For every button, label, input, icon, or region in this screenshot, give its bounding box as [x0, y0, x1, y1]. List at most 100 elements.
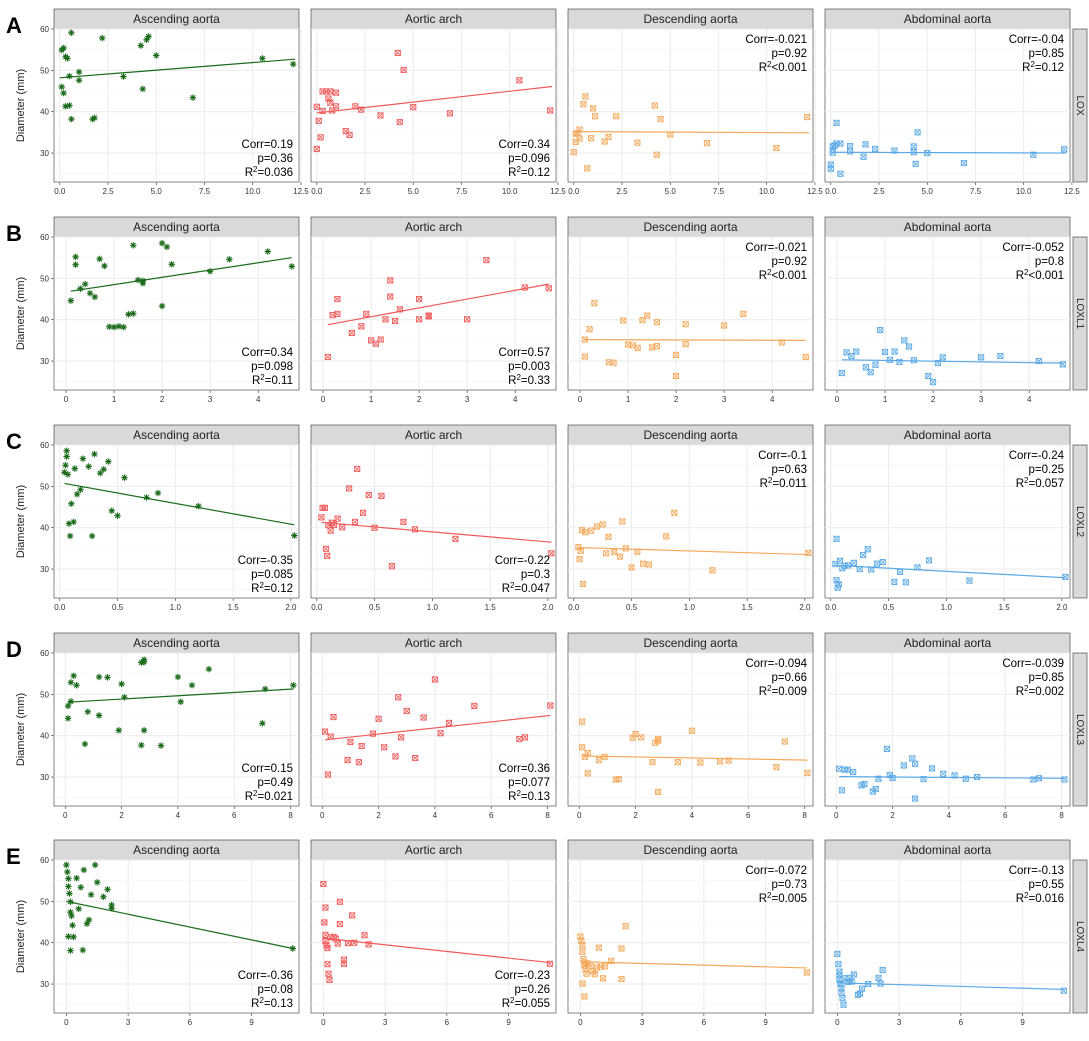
y-tick-label: 30 — [40, 773, 49, 782]
y-axis-label: Diameter (mm) — [15, 69, 27, 142]
x-tick-label: 0 — [835, 1018, 840, 1027]
x-tick-label: 2.0 — [285, 603, 297, 612]
y-tick-label: 40 — [40, 316, 49, 325]
data-point — [195, 503, 201, 509]
x-tick-label: 2.5 — [102, 187, 114, 196]
stat-label: p=0.085 — [251, 569, 293, 581]
data-point — [189, 682, 195, 688]
data-point — [101, 263, 107, 269]
stat-label: R2=0.11 — [252, 373, 293, 388]
x-tick-label: 1 — [883, 395, 888, 404]
data-point — [82, 281, 88, 287]
x-tick-label: 0.5 — [112, 603, 124, 612]
x-tick-label: 2 — [633, 811, 638, 820]
stat-label: p=0.55 — [1029, 879, 1065, 891]
x-tick-label: 5.0 — [408, 187, 420, 196]
data-point — [145, 33, 151, 39]
stat-label: Corr=0.34 — [499, 139, 551, 151]
data-point — [262, 686, 268, 692]
stat-label: p=0.8 — [1035, 256, 1064, 268]
x-tick-label: 0 — [321, 395, 326, 404]
facet-LOXL4-2: Descending aorta0 3 6 9Corr=-0.072p=0.73R2=… — [568, 840, 813, 1027]
stat-label: R2=0.009 — [759, 684, 807, 699]
data-point — [290, 61, 296, 67]
x-tick-label: 0.0 — [311, 603, 323, 612]
x-tick-label: 2 — [119, 811, 124, 820]
data-point — [72, 254, 78, 260]
x-tick-label: 3 — [979, 395, 984, 404]
y-tick-label: 40 — [40, 939, 49, 948]
y-tick-label: 60 — [40, 856, 49, 865]
facet-title: Aortic arch — [405, 843, 462, 857]
y-tick-label: 60 — [40, 233, 49, 242]
data-point — [92, 862, 98, 868]
data-point — [68, 297, 74, 303]
x-tick-label: 3 — [897, 1018, 902, 1027]
y-tick-label: 50 — [40, 66, 49, 75]
data-point — [64, 448, 70, 454]
facet-LOX-3: Abdominal aorta0.0 2.5 5.0 7.5 10.0 12.5Corr=… — [825, 9, 1080, 196]
data-point — [291, 532, 297, 538]
x-tick-label: 0.0 — [825, 187, 837, 196]
row-strip-label-LOXL3: LOXL3 — [1074, 714, 1085, 746]
x-tick-label: 1.0 — [684, 603, 696, 612]
x-tick-label: 1.5 — [742, 603, 754, 612]
stat-label: Corr=-0.021 — [745, 242, 807, 254]
facet-LOX-1: Aortic arch0.0 2.5 5.0 7.5 10.0 12.5Corr=0.34… — [311, 9, 566, 196]
x-tick-label: 2 — [674, 395, 679, 404]
facet-title: Descending aorta — [643, 636, 737, 650]
x-tick-label: 1 — [369, 395, 374, 404]
stat-label: p=0.66 — [772, 672, 808, 684]
stat-label: Corr=-0.072 — [745, 865, 807, 877]
x-tick-label: 2.5 — [873, 187, 885, 196]
facet-LOXL2-3: Abdominal aorta0.0 0.5 1.0 1.5 2.0Corr=-0.24… — [825, 425, 1070, 612]
x-tick-label: 0.0 — [568, 187, 580, 196]
data-point — [76, 77, 82, 83]
x-tick-label: 12.5 — [550, 187, 566, 196]
row-strip-label-LOX: LOX — [1074, 95, 1085, 115]
facet-LOXL1-0: Ascending aorta0 1 2 3 430405060Corr=0.34p=0… — [40, 217, 299, 404]
data-point — [65, 883, 71, 889]
data-point — [140, 86, 146, 92]
data-point — [190, 94, 196, 100]
x-tick-label: 4 — [770, 395, 775, 404]
stat-label: R2=0.12 — [1022, 60, 1064, 75]
data-point — [100, 466, 106, 472]
x-tick-label: 1 — [626, 395, 631, 404]
x-tick-label: 3 — [465, 395, 470, 404]
data-point — [66, 890, 72, 896]
data-point — [86, 917, 92, 923]
data-point — [141, 659, 147, 665]
stat-label: R2=0.12 — [508, 165, 550, 180]
stat-label: Corr=-0.1 — [758, 450, 807, 462]
stat-label: p=0.85 — [1029, 48, 1065, 60]
data-point — [140, 278, 146, 284]
data-point — [104, 674, 110, 680]
stat-label: Corr=-0.22 — [495, 555, 550, 567]
stat-label: p=0.3 — [521, 569, 550, 581]
x-tick-label: 0 — [578, 395, 583, 404]
x-tick-label: 9 — [763, 1018, 768, 1027]
stat-label: R2=0.002 — [1016, 684, 1064, 699]
data-point — [88, 892, 94, 898]
x-tick-label: 7.5 — [456, 187, 468, 196]
data-point — [64, 55, 70, 61]
stat-label: p=0.92 — [772, 48, 808, 60]
data-point — [87, 290, 93, 296]
data-point — [68, 116, 74, 122]
x-tick-label: 0 — [64, 1018, 69, 1027]
data-point — [92, 294, 98, 300]
data-point — [99, 35, 105, 41]
data-point — [64, 453, 70, 459]
row-strip-label-LOXL2: LOXL2 — [1074, 506, 1085, 538]
stat-label: p=0.73 — [772, 879, 808, 891]
x-tick-label: 8 — [545, 811, 550, 820]
data-point — [105, 458, 111, 464]
stat-label: Corr=-0.36 — [238, 970, 293, 982]
facet-LOXL1-1: Aortic arch0 1 2 3 4Corr=0.57p=0.003R2=0.33 — [311, 217, 556, 404]
x-tick-label: 7.5 — [970, 187, 982, 196]
stat-label: Corr=0.15 — [242, 763, 293, 775]
facet-title: Abdominal aorta — [904, 220, 992, 234]
data-point — [130, 242, 136, 248]
data-point — [78, 884, 84, 890]
